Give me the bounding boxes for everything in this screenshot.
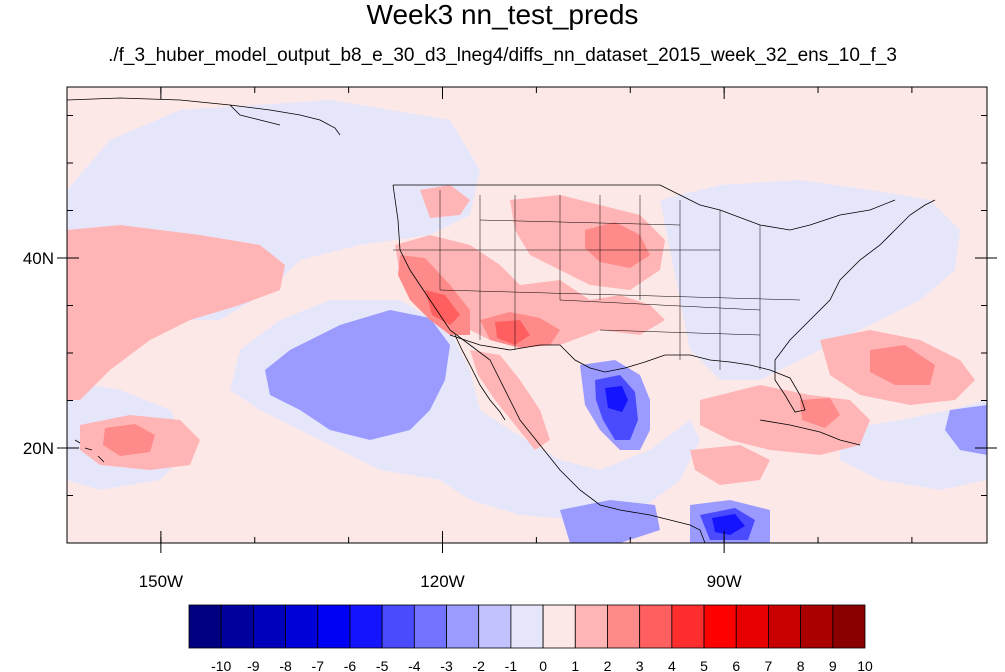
plot-subtitle: ./f_3_huber_model_output_b8_e_30_d3_lneg…: [108, 45, 897, 66]
colorbar-label: -2: [472, 658, 485, 672]
colorbar-swatch: [639, 604, 673, 649]
colorbar-label: -9: [247, 658, 260, 672]
colorbar-swatch: [832, 604, 866, 649]
map-panel: 40N 20N 150W 120W 90W: [23, 86, 997, 591]
lat-tick-label: 40N: [23, 249, 54, 268]
hawaii-coastline: [74, 439, 105, 463]
anomaly-region-strong-negative: [712, 514, 745, 535]
colorbar-label: 5: [700, 658, 708, 672]
colorbar-label: 10: [857, 658, 873, 672]
anomaly-region-negative: [265, 310, 450, 440]
colorbar-swatch: [413, 604, 447, 649]
colorbar: -10 -9 -8 -7 -6 -5 -4 -3 -2 -1 0 1 2 3 4 5 6 7 8 9 10: [188, 604, 873, 672]
colorbar-swatch: [317, 604, 351, 649]
colorbar-label: 0: [539, 658, 547, 672]
colorbar-label: 8: [797, 658, 805, 672]
anomaly-region-strong-positive: [495, 320, 530, 345]
colorbar-swatch: [220, 604, 254, 649]
colorbar-swatch: [510, 604, 544, 649]
colorbar-swatch: [381, 604, 415, 649]
colorbar-label: -5: [376, 658, 389, 672]
anomaly-region-weak-positive: [67, 225, 285, 400]
colorbar-label: 4: [668, 658, 676, 672]
colorbar-label: -10: [211, 658, 231, 672]
anomaly-region-positive: [800, 398, 840, 428]
colorbar-label: 2: [604, 658, 612, 672]
colorbar-label: -3: [440, 658, 453, 672]
lat-tick-label: 20N: [23, 439, 54, 458]
anomaly-region-weak-negative: [660, 180, 960, 380]
colorbar-swatch: [768, 604, 802, 649]
alaska-coastline: [67, 97, 341, 136]
colorbar-label: -7: [312, 658, 325, 672]
anomaly-region-positive: [103, 424, 155, 456]
colorbar-label: 6: [732, 658, 740, 672]
anomaly-region-negative: [945, 405, 987, 455]
colorbar-label: 9: [829, 658, 837, 672]
map-ticks: 40N 20N 150W 120W 90W: [23, 87, 997, 591]
east-coastline: [774, 199, 936, 380]
anomaly-field: [67, 100, 987, 543]
north-america-coastline: [392, 184, 706, 543]
colorbar-label: -4: [408, 658, 421, 672]
plot-title: Week3 nn_test_preds: [366, 0, 639, 30]
anomaly-region-strong-negative: [605, 386, 628, 412]
map-boundaries: [67, 97, 936, 543]
colorbar-label: -1: [505, 658, 518, 672]
colorbar-label: -8: [279, 658, 292, 672]
baja-coastline: [454, 334, 506, 421]
colorbar-swatch: [574, 604, 608, 649]
lon-tick-label: 90W: [707, 572, 742, 591]
anomaly-region-negative: [560, 500, 660, 543]
lon-tick-label: 120W: [420, 572, 464, 591]
anomaly-region-weak-positive: [420, 185, 470, 218]
colorbar-swatch: [285, 604, 319, 649]
colorbar-label: -6: [344, 658, 357, 672]
anomaly-region-strong-positive: [425, 290, 460, 325]
anomaly-region-positive: [870, 345, 935, 385]
colorbar-swatch: [542, 604, 576, 649]
colorbar-swatch: [800, 604, 834, 649]
us-mexico-border: [449, 334, 560, 351]
colorbar-swatch: [349, 604, 383, 649]
colorbar-swatch: [671, 604, 705, 649]
colorbar-label: 3: [636, 658, 644, 672]
colorbar-label: 1: [571, 658, 579, 672]
colorbar-label: 7: [765, 658, 773, 672]
colorbar-swatch: [478, 604, 512, 649]
colorbar-swatch: [607, 604, 641, 649]
colorbar-swatch: [446, 604, 480, 649]
anomaly-region-weak-positive: [690, 445, 770, 485]
anomaly-region-positive: [585, 222, 650, 268]
colorbar-swatch: [703, 604, 737, 649]
lon-tick-label: 150W: [139, 572, 183, 591]
colorbar-swatch: [735, 604, 769, 649]
colorbar-swatch: [252, 604, 286, 649]
greater-antilles-coastline: [759, 419, 861, 446]
state-boundaries: [393, 190, 801, 370]
map-frame: [66, 86, 988, 544]
colorbar-swatch: [188, 604, 222, 649]
